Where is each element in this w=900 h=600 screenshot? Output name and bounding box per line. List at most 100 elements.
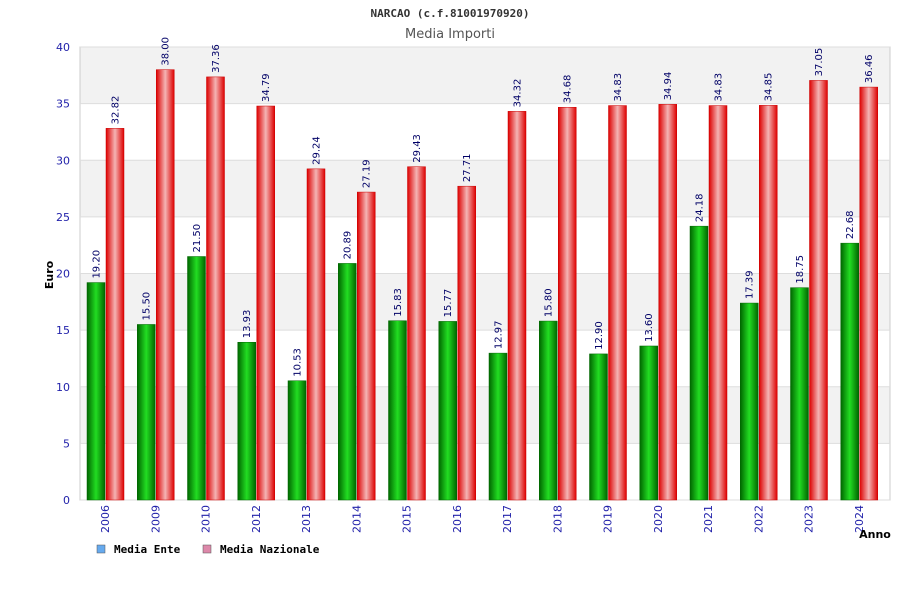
value-label: 15.77 (443, 289, 454, 318)
value-label: 13.60 (644, 313, 655, 342)
x-tick-label: 2014 (350, 505, 363, 533)
value-label: 17.39 (745, 270, 756, 299)
value-label: 34.94 (663, 72, 674, 101)
bar-media-ente (438, 321, 457, 501)
x-axis-ticks: 2006 2009 2010 2012 2013 2014 2015 2016 2017 2018… (99, 505, 866, 533)
bar-media-nazionale (256, 105, 275, 501)
x-tick-label: 2019 (602, 505, 615, 533)
bar-media-ente (86, 282, 106, 501)
value-label: 32.82 (111, 96, 122, 125)
legend-swatch-media-ente (96, 544, 106, 554)
x-tick-label: 2022 (752, 505, 765, 533)
bar-media-nazionale (558, 106, 577, 501)
x-tick-label: 2023 (803, 505, 816, 533)
value-label: 15.50 (142, 292, 153, 321)
x-tick-label: 2013 (300, 505, 313, 533)
x-tick-label: 2024 (853, 505, 866, 533)
bar-media-nazionale (809, 80, 828, 501)
chart-subtitle: Media Importi (405, 27, 495, 42)
y-tick-label: 15 (56, 324, 70, 337)
bar-media-nazionale (658, 104, 677, 501)
bar-media-ente (187, 256, 206, 501)
bar-media-ente (790, 287, 809, 501)
x-axis-label: Anno (859, 528, 891, 541)
value-label: 24.18 (695, 194, 706, 223)
value-label: 22.68 (845, 211, 856, 240)
y-tick-label: 25 (56, 211, 70, 224)
bar-media-ente (539, 320, 558, 501)
value-labels: 19.20 32.82 15.50 38.00 21.50 37.36 13.93 34.79… (92, 37, 876, 377)
x-tick-label: 2009 (149, 505, 162, 533)
bar-media-nazionale (759, 105, 778, 501)
value-label: 34.85 (764, 73, 775, 102)
bar-media-ente (840, 242, 859, 501)
bar-media-ente (388, 320, 407, 501)
value-label: 37.36 (211, 44, 222, 73)
bar-media-ente (589, 353, 608, 501)
bar-media-nazionale (357, 191, 376, 501)
y-tick-label: 20 (56, 268, 70, 281)
x-tick-label: 2010 (200, 505, 213, 533)
value-label: 34.83 (613, 73, 624, 102)
value-label: 18.75 (795, 255, 806, 284)
value-label: 12.97 (494, 320, 505, 349)
value-label: 27.71 (462, 154, 473, 183)
value-label: 13.93 (242, 310, 253, 339)
chart-title: NARCAO (c.f.81001970920) (371, 7, 530, 20)
y-tick-label: 0 (63, 494, 70, 507)
value-label: 34.68 (563, 75, 574, 104)
y-axis-ticks: 0 5 10 15 20 25 30 35 40 (56, 41, 70, 507)
x-tick-label: 2006 (99, 505, 112, 533)
value-label: 37.05 (814, 48, 825, 77)
value-label: 15.83 (393, 288, 404, 317)
value-label: 12.90 (594, 321, 605, 350)
bar-media-nazionale (156, 69, 175, 501)
y-tick-label: 30 (56, 154, 70, 167)
bars (86, 69, 878, 501)
bar-media-nazionale (306, 168, 326, 501)
value-label: 19.20 (92, 250, 103, 279)
value-label: 20.89 (343, 231, 354, 260)
x-tick-label: 2018 (551, 505, 564, 533)
y-tick-label: 40 (56, 41, 70, 54)
value-label: 29.43 (412, 134, 423, 163)
bar-media-nazionale (608, 105, 627, 501)
y-tick-label: 5 (63, 437, 70, 450)
bar-media-nazionale (206, 76, 225, 501)
value-label: 38.00 (161, 37, 172, 66)
value-label: 34.83 (714, 73, 725, 102)
y-tick-label: 10 (56, 381, 70, 394)
value-label: 21.50 (192, 224, 203, 253)
x-tick-label: 2015 (401, 505, 414, 533)
bar-media-ente (740, 302, 759, 501)
value-label: 29.24 (312, 136, 323, 165)
legend-label-media-nazionale: Media Nazionale (220, 543, 320, 556)
bar-media-ente (237, 341, 256, 501)
value-label: 10.53 (293, 348, 304, 377)
bar-media-ente (639, 345, 658, 501)
legend: Media Ente Media Nazionale (96, 543, 320, 556)
bar-media-ente (488, 352, 508, 501)
x-tick-label: 2012 (250, 505, 263, 533)
bar-media-nazionale (859, 86, 878, 501)
legend-swatch-media-nazionale (202, 544, 212, 554)
bar-media-ente (137, 324, 156, 501)
y-tick-label: 35 (56, 98, 70, 111)
y-axis-label: Euro (43, 260, 56, 289)
value-label: 36.46 (864, 54, 875, 83)
bar-media-ente (338, 263, 357, 501)
value-label: 27.19 (362, 159, 373, 188)
bar-media-ente (287, 380, 307, 501)
bar-media-nazionale (457, 185, 476, 501)
x-tick-label: 2021 (702, 505, 715, 533)
bar-media-ente (689, 225, 709, 501)
bar-media-nazionale (105, 128, 125, 501)
x-tick-label: 2016 (451, 505, 464, 533)
value-label: 34.79 (261, 73, 272, 102)
bar-media-nazionale (407, 166, 426, 501)
value-label: 15.80 (544, 288, 555, 317)
bar-media-nazionale (708, 105, 728, 501)
value-label: 34.32 (513, 79, 524, 108)
legend-label-media-ente: Media Ente (114, 543, 181, 556)
